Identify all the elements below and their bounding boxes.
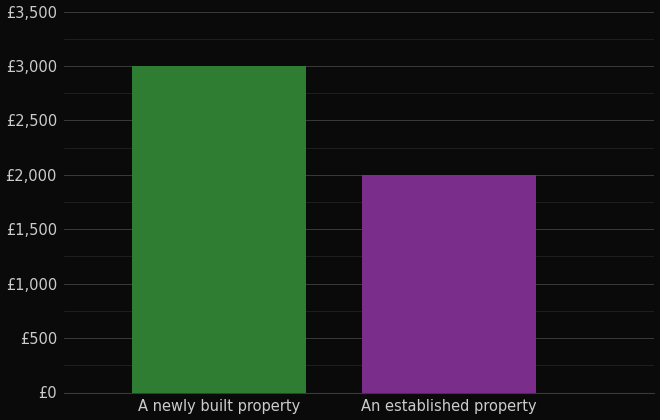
Bar	[362, 175, 537, 393]
Bar	[132, 66, 306, 393]
